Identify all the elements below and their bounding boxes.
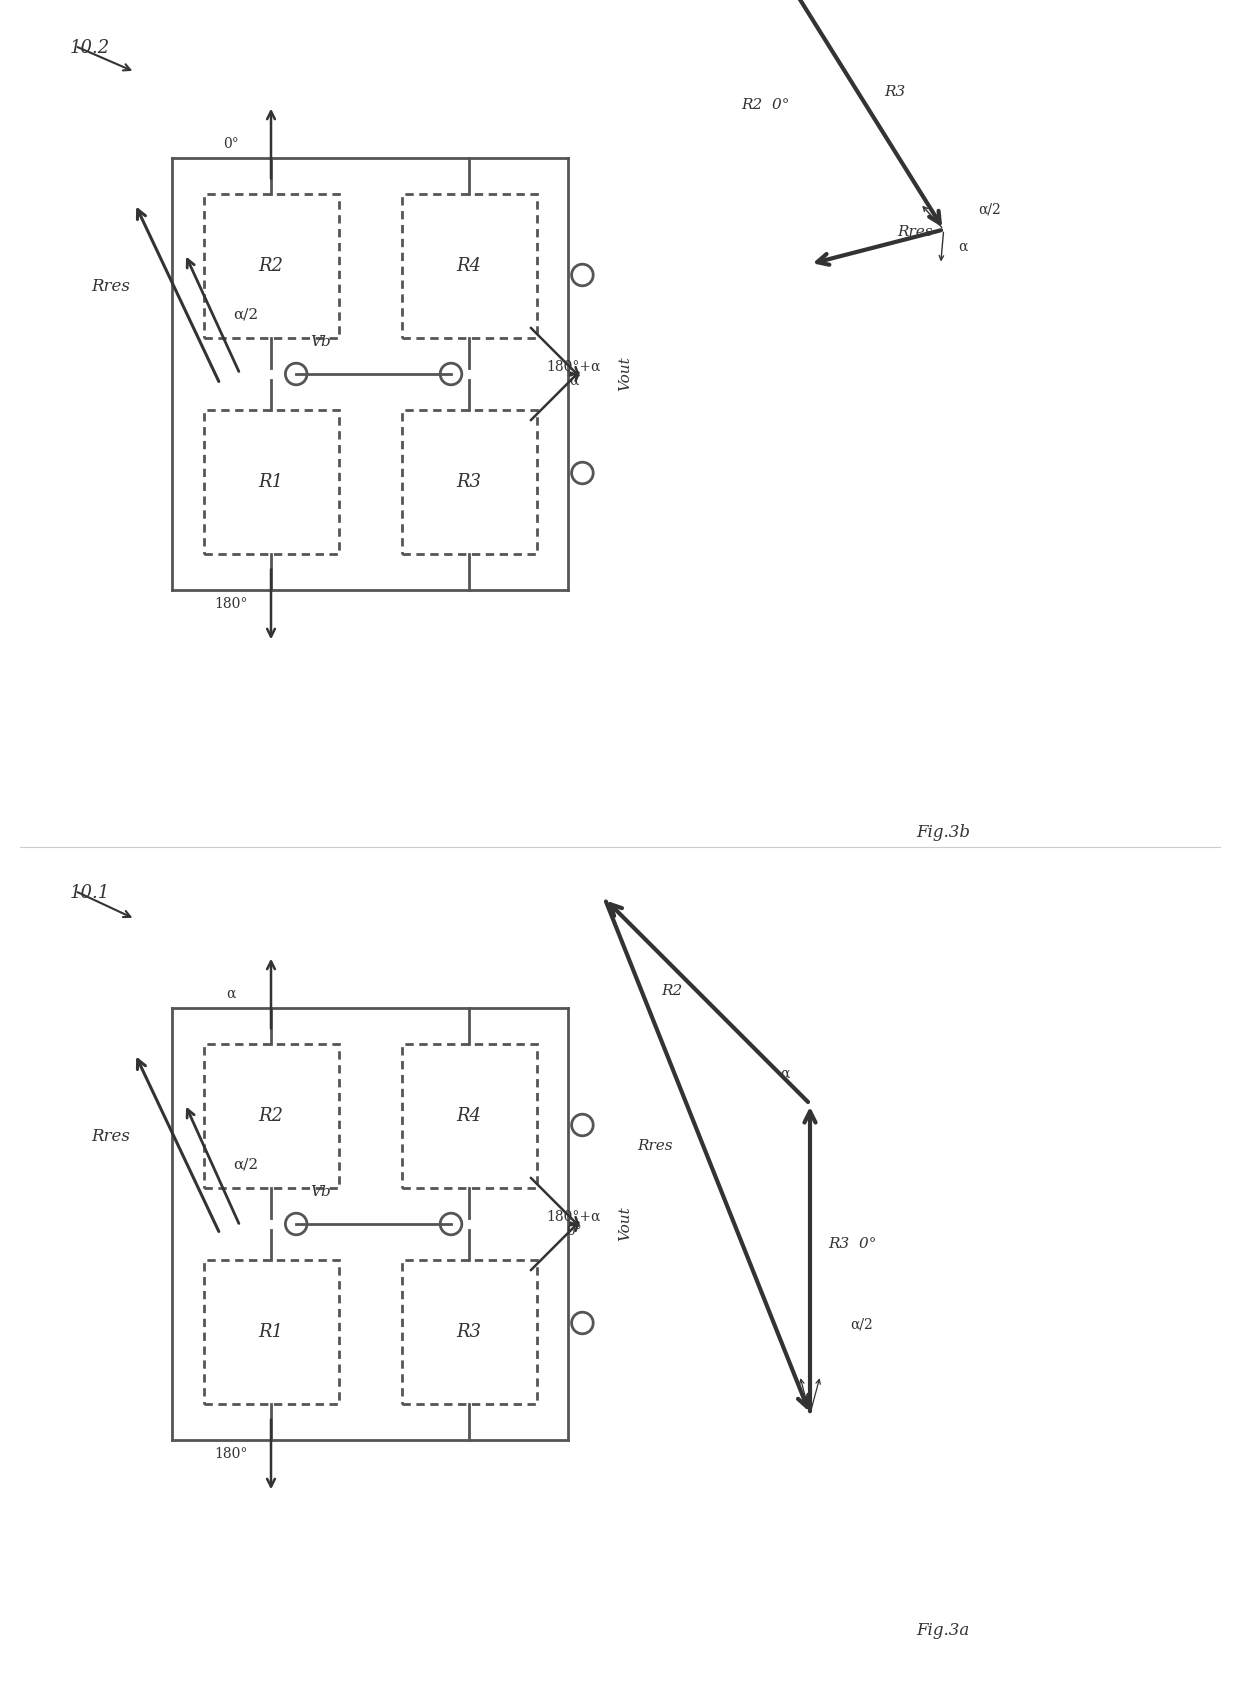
Text: α/2: α/2: [978, 203, 1002, 217]
Text: R3: R3: [456, 1323, 481, 1342]
Text: Fig.3b: Fig.3b: [916, 823, 970, 840]
Text: R2: R2: [258, 257, 284, 274]
Text: 10.1: 10.1: [69, 884, 110, 901]
Text: R2: R2: [661, 984, 682, 998]
Bar: [203, 410, 339, 554]
Text: R3  0°: R3 0°: [828, 1237, 877, 1250]
Text: Vout: Vout: [619, 357, 632, 391]
Text: R3: R3: [884, 85, 905, 100]
Text: α: α: [781, 1067, 790, 1081]
Bar: [203, 1260, 339, 1404]
Text: Rres: Rres: [91, 1128, 130, 1145]
Text: Rres: Rres: [637, 1140, 672, 1154]
Text: 180°+α: 180°+α: [547, 1210, 600, 1225]
Text: α: α: [227, 986, 236, 1001]
Text: α/2: α/2: [849, 1316, 873, 1331]
Text: R1: R1: [258, 1323, 284, 1342]
Text: 0°: 0°: [565, 1225, 582, 1238]
Text: R2  0°: R2 0°: [742, 98, 790, 112]
Text: Fig.3a: Fig.3a: [916, 1621, 970, 1640]
Bar: [402, 195, 537, 339]
Text: α/2: α/2: [233, 1157, 258, 1171]
Bar: [402, 1044, 537, 1187]
Bar: [402, 1260, 537, 1404]
Text: 180°: 180°: [215, 598, 248, 612]
Text: Rres: Rres: [91, 278, 130, 295]
Text: R3: R3: [456, 473, 481, 491]
Text: 10.2: 10.2: [69, 39, 110, 58]
Bar: [203, 1044, 339, 1187]
Text: α: α: [959, 239, 968, 254]
Text: R2: R2: [258, 1106, 284, 1125]
Text: R1: R1: [258, 473, 284, 491]
Text: R4: R4: [456, 1106, 481, 1125]
Text: Vb: Vb: [310, 1184, 331, 1199]
Bar: [203, 195, 339, 339]
Text: Rres: Rres: [897, 225, 932, 239]
Text: R4: R4: [456, 257, 481, 274]
Text: 180°+α: 180°+α: [547, 359, 600, 374]
Text: 180°: 180°: [215, 1447, 248, 1462]
Text: α/2: α/2: [233, 307, 258, 320]
Bar: [402, 410, 537, 554]
Text: Vout: Vout: [619, 1206, 632, 1242]
Text: 0°: 0°: [223, 137, 239, 151]
Text: α: α: [569, 374, 578, 388]
Text: Vb: Vb: [310, 335, 331, 349]
